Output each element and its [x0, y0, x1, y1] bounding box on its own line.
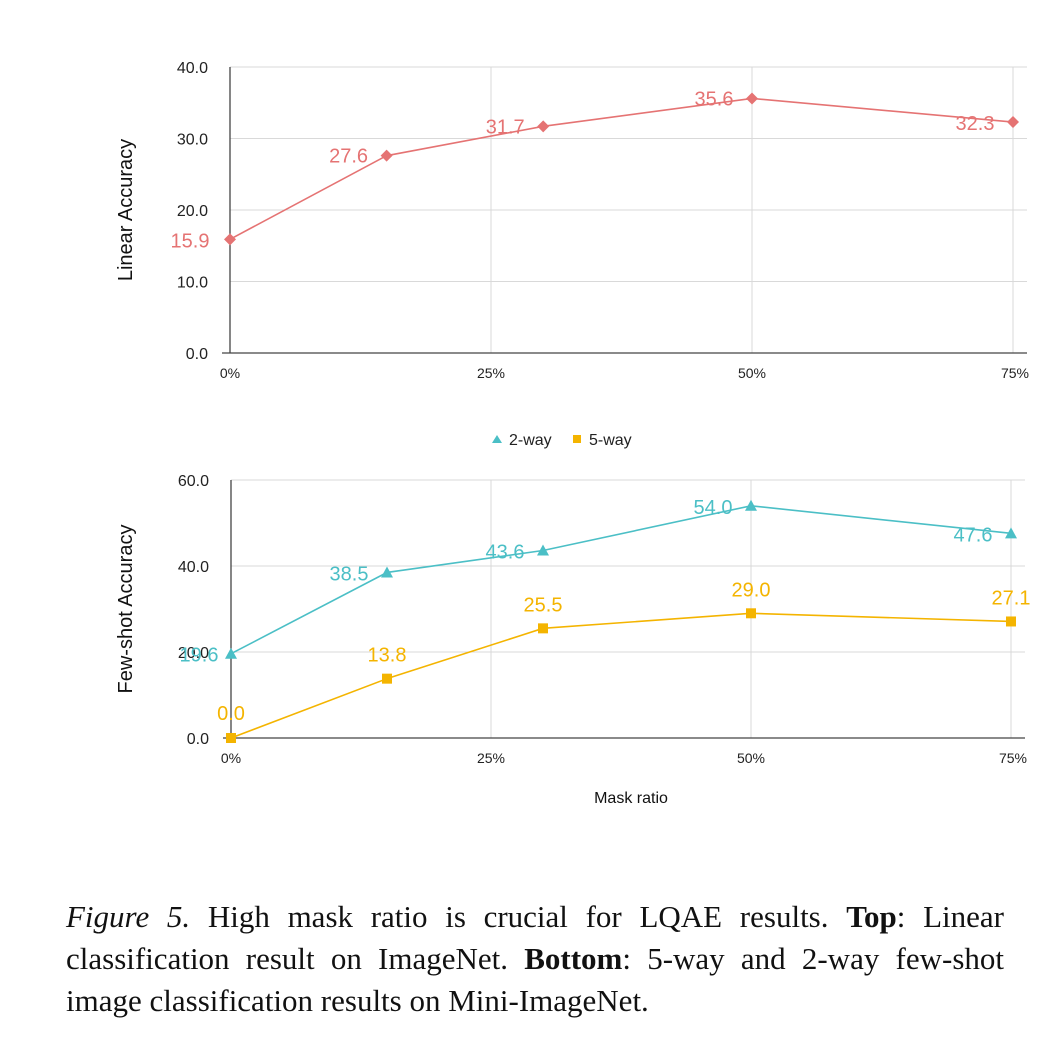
caption-top-label: Top	[846, 899, 897, 934]
x-tick-label: 0%	[220, 365, 240, 381]
legend-marker-5-way	[573, 435, 581, 443]
x-tick-label: 75%	[999, 750, 1027, 766]
data-label: 27.1	[992, 587, 1031, 609]
x-tick-label: 25%	[477, 750, 505, 766]
data-point	[1006, 616, 1016, 627]
x-tick-label: 0%	[221, 750, 241, 766]
figure-charts: 0.0 10.0 20.0 30.0 40.0 0% 25% 50% 75% Linear Acc…	[115, 60, 1030, 807]
data-label: 29.0	[732, 579, 771, 601]
y-tick-label: 40.0	[178, 559, 209, 576]
x-tick-label: 50%	[737, 750, 765, 766]
y-tick-label: 10.0	[177, 275, 208, 292]
x-axis-label: Mask ratio	[594, 790, 668, 807]
data-point	[1005, 527, 1017, 539]
x-tick-label: 25%	[477, 365, 505, 381]
data-label: 25.5	[524, 594, 563, 616]
y-tick-label: 30.0	[177, 132, 208, 149]
data-label: 13.8	[368, 645, 407, 667]
data-label: 31.7	[486, 116, 525, 138]
y-tick-label: 40.0	[177, 60, 208, 77]
series-line-5-way	[230, 612, 1012, 739]
figure-caption: Figure 5. High mask ratio is crucial for…	[66, 896, 1004, 1022]
data-label: 0.0	[217, 703, 245, 725]
series-line	[229, 97, 1014, 241]
data-point	[382, 673, 392, 684]
data-point	[226, 733, 236, 743]
y-axis-label: Linear Accuracy	[115, 139, 137, 281]
data-label: 27.6	[329, 146, 368, 168]
data-label: 38.5	[330, 563, 369, 585]
caption-text-3: : 5-way and 2-way few-shot image classif…	[66, 941, 1005, 1018]
data-label: 32.3	[956, 113, 995, 135]
y-tick-label: 20.0	[177, 203, 208, 220]
data-point	[746, 608, 756, 619]
caption-bottom-label: Bottom	[524, 941, 623, 976]
caption-text-2: : Linear classification result on ImageN…	[66, 899, 1004, 976]
data-label: 19.6	[180, 645, 219, 667]
data-point	[745, 499, 757, 511]
caption-text-1: High mask ratio is crucial for LQAE resu…	[190, 899, 847, 934]
y-tick-label: 0.0	[186, 346, 208, 363]
x-tick-label: 50%	[738, 365, 766, 381]
legend-label-2-way: 2-way	[509, 432, 552, 449]
y-tick-label: 20.0	[178, 645, 209, 662]
legend-label-5-way: 5-way	[589, 432, 632, 449]
data-point	[381, 566, 393, 578]
data-point	[746, 92, 758, 105]
data-point	[380, 149, 393, 162]
linear-accuracy-chart: 0.0 10.0 20.0 30.0 40.0 0% 25% 50% 75% Linear Acc…	[115, 60, 1029, 381]
data-label: 15.9	[171, 230, 210, 252]
y-tick-label: 0.0	[187, 731, 209, 748]
y-axis-label: Few-shot Accuracy	[115, 525, 137, 694]
data-point	[1007, 116, 1019, 129]
x-tick-label: 75%	[1001, 365, 1029, 381]
caption-figure-number: Figure 5.	[66, 899, 191, 934]
y-tick-label: 60.0	[178, 473, 209, 490]
few-shot-accuracy-chart: 0.0 20.0 40.0 60.0 0% 25% 50% 75% Few-shot Accur…	[115, 432, 1030, 807]
data-label: 54.0	[694, 497, 733, 519]
data-point	[537, 120, 550, 133]
data-point	[225, 647, 237, 659]
data-label: 47.6	[954, 524, 993, 546]
data-point	[537, 544, 549, 556]
data-point	[224, 233, 236, 246]
legend-marker-2-way	[492, 435, 502, 443]
data-label: 35.6	[695, 88, 734, 110]
data-label: 43.6	[486, 542, 525, 564]
data-point	[538, 623, 548, 634]
